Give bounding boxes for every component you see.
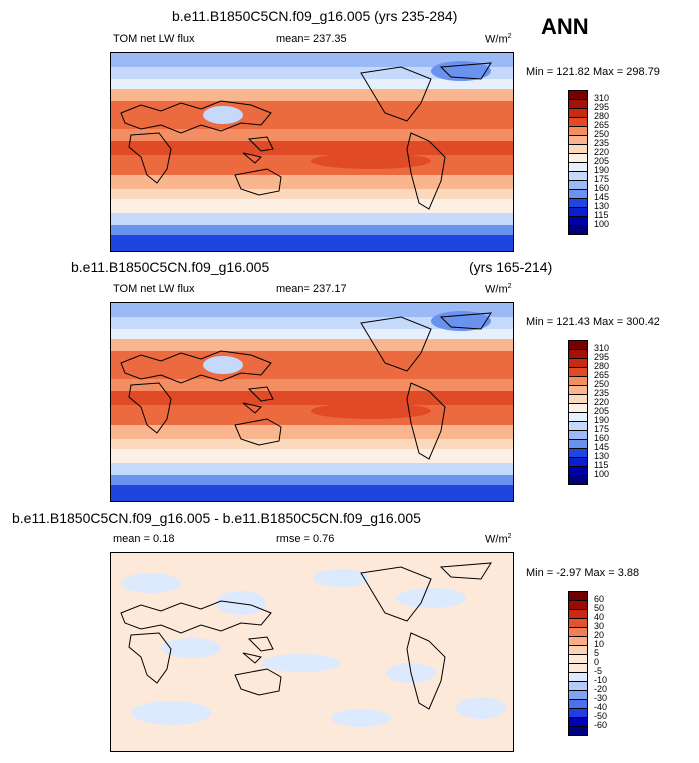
colorbar-tick-label: 100	[594, 219, 610, 229]
colorbar-tick-label: 295	[594, 102, 610, 112]
panel2-title-left: b.e11.B1850C5CN.f09_g16.005	[71, 259, 270, 275]
colorbar-tick-label: 235	[594, 138, 610, 148]
panel3-map	[110, 552, 514, 752]
panel1-min-max: Min = 121.82 Max = 298.79	[526, 66, 660, 78]
colorbar-tick-label: 145	[594, 442, 610, 452]
colorbar-tick-label: 295	[594, 352, 610, 362]
colorbar-tick-label: 310	[594, 93, 610, 103]
panel2-colorbar-boxes	[568, 340, 588, 485]
panel2-colorbar	[568, 340, 588, 485]
colorbar-tick-label: -5	[594, 666, 603, 676]
colorbar-tick-label: 115	[594, 210, 609, 220]
panel3-rmse: rmse = 0.76	[276, 533, 335, 545]
colorbar-tick-label: 40	[594, 612, 605, 622]
panel1-units: W/m2	[485, 33, 512, 46]
colorbar-tick-label: 205	[594, 406, 610, 416]
panel2-map	[110, 302, 514, 502]
colorbar-tick-label: 190	[594, 415, 610, 425]
panel2-variable: TOM net LW flux	[113, 283, 195, 295]
colorbar-tick-label: -20	[594, 684, 608, 694]
colorbar-tick-label: 5	[594, 648, 600, 658]
panel3-min-max: Min = -2.97 Max = 3.88	[526, 567, 640, 579]
colorbar-tick-label: 30	[594, 621, 605, 631]
colorbar-tick-label: 10	[594, 639, 605, 649]
colorbar-tick-label: 20	[594, 630, 605, 640]
panel1-colorbar-boxes	[568, 90, 588, 235]
colorbar-tick-label: 100	[594, 469, 610, 479]
colorbar-tick-label: -30	[594, 693, 608, 703]
panel2-units: W/m2	[485, 283, 512, 296]
colorbar-tick-label: 280	[594, 361, 610, 371]
colorbar-tick-label: -10	[594, 675, 608, 685]
panel3-colorbar	[568, 591, 588, 736]
panel1-colorbar	[568, 90, 588, 235]
colorbar-tick-label: 310	[594, 343, 610, 353]
colorbar-box	[568, 225, 588, 235]
panel1-title: b.e11.B1850C5CN.f09_g16.005 (yrs 235-284…	[172, 8, 458, 24]
colorbar-tick-label: 160	[594, 433, 610, 443]
colorbar-tick-label: 130	[594, 201, 610, 211]
colorbar-tick-label: -60	[594, 720, 608, 730]
panel3-colorbar-boxes	[568, 591, 588, 736]
colorbar-tick-label: 250	[594, 379, 610, 389]
colorbar-tick-label: 280	[594, 111, 610, 121]
colorbar-tick-label: 220	[594, 397, 610, 407]
panel2-min-max: Min = 121.43 Max = 300.42	[526, 316, 660, 328]
colorbar-tick-label: 265	[594, 120, 610, 130]
panel2-title-right: (yrs 165-214)	[469, 259, 553, 275]
colorbar-tick-label: 265	[594, 370, 610, 380]
panel3-mean: mean = 0.18	[113, 533, 175, 545]
colorbar-tick-label: 220	[594, 147, 610, 157]
colorbar-tick-label: 205	[594, 156, 610, 166]
panel2-field	[111, 303, 513, 501]
panel2-mean: mean= 237.17	[276, 283, 347, 295]
colorbar-tick-label: 50	[594, 603, 605, 613]
colorbar-tick-label: 175	[594, 174, 610, 184]
panel3-title: b.e11.B1850C5CN.f09_g16.005 - b.e11.B185…	[12, 510, 421, 526]
panel1-map	[110, 52, 514, 252]
colorbar-box	[568, 726, 588, 736]
colorbar-tick-label: 190	[594, 165, 610, 175]
colorbar-tick-label: 145	[594, 192, 610, 202]
colorbar-box	[568, 475, 588, 485]
colorbar-tick-label: 250	[594, 129, 610, 139]
colorbar-tick-label: 130	[594, 451, 610, 461]
colorbar-tick-label: 115	[594, 460, 609, 470]
season-label: ANN	[541, 14, 589, 39]
panel1-field	[111, 53, 513, 251]
panel3-units: W/m2	[485, 533, 512, 546]
colorbar-tick-label: 160	[594, 183, 610, 193]
colorbar-tick-label: 0	[594, 657, 600, 667]
colorbar-tick-label: -40	[594, 702, 608, 712]
colorbar-tick-label: 235	[594, 388, 610, 398]
colorbar-tick-label: -50	[594, 711, 608, 721]
panel3-field	[111, 553, 513, 751]
panel1-variable: TOM net LW flux	[113, 33, 195, 45]
colorbar-tick-label: 60	[594, 594, 605, 604]
panel1-mean: mean= 237.35	[276, 33, 347, 45]
colorbar-tick-label: 175	[594, 424, 610, 434]
